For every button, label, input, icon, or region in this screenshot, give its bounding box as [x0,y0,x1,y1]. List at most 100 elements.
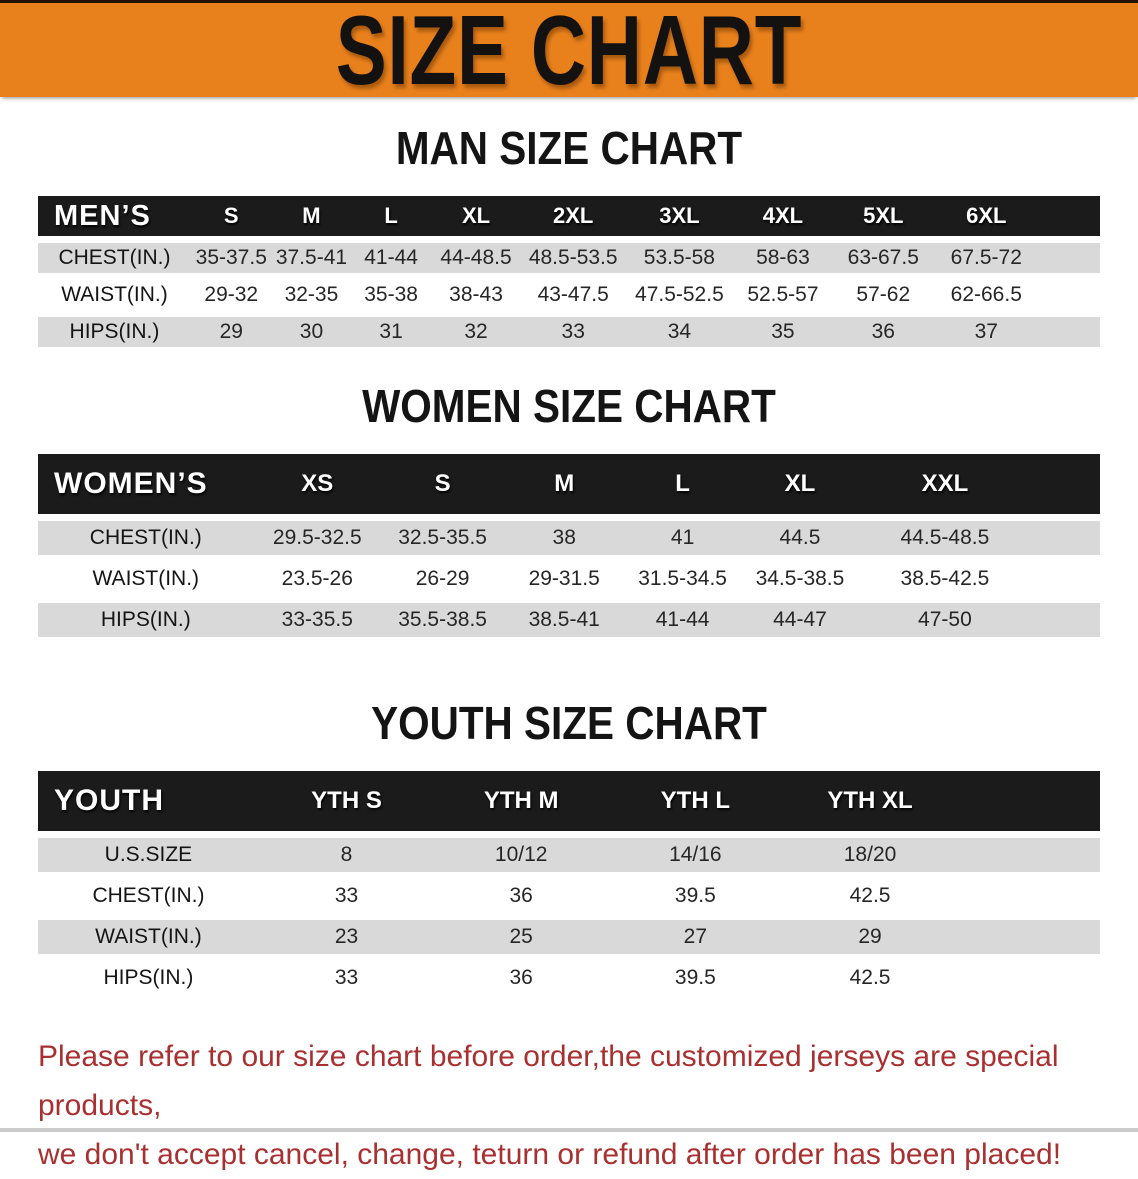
size-value: 35-37.5 [195,246,267,269]
row-label: CHEST(IN.) [89,526,202,549]
column-header: 2XL [521,196,626,236]
column-header: M [504,454,625,514]
size-value: 67.5-72 [950,246,1022,269]
row-label: CHEST(IN.) [58,246,171,269]
table-row: CHEST(IN.) 35-37.5 37.5-41 41-44 44-48.5 48.5… [38,243,1100,273]
size-value: 41 [670,526,695,549]
size-value: 63-67.5 [847,246,919,269]
table-row: HIPS(IN.) 33 36 39.5 42.5 [38,961,1100,995]
size-value: 25 [509,925,533,948]
size-value: 53.5-58 [643,246,715,269]
size-value: 38.5-41 [528,608,600,631]
size-value: 31.5-34.5 [638,567,727,590]
youth-size-table: YOUTH YTH S YTH M YTH L YTH XL U.S.SIZE 8 10/12… [38,764,1100,1002]
size-value: 38-43 [449,283,503,306]
size-value: 31 [379,320,403,343]
size-value: 36 [871,320,895,343]
table-row: CHEST(IN.) 33 36 39.5 42.5 [38,879,1100,913]
column-header: S [381,454,505,514]
size-chart-banner: SIZE CHART [0,0,1138,105]
row-spacer [1038,243,1100,273]
table-title-cell: MEN’S [38,196,191,236]
size-value: 41-44 [655,608,710,631]
row-label: U.S.SIZE [104,843,193,866]
size-value: 44.5-48.5 [900,526,990,549]
column-header: M [271,196,352,236]
size-value: 47.5-52.5 [635,283,724,306]
size-value: 35-38 [364,283,418,306]
disclaimer-line-2: we don't accept cancel, change, teturn o… [38,1138,1062,1171]
header-spacer [1030,454,1100,514]
table-header-row: WOMEN’S XS S M L XL XXL [38,454,1100,514]
row-label: WAIST(IN.) [95,925,202,948]
size-value: 34.5-38.5 [755,567,845,590]
size-value: 44-48.5 [440,246,512,269]
size-value: 33 [561,320,585,343]
man-size-heading: MAN SIZE CHART [395,122,743,174]
size-value: 30 [299,320,324,343]
row-label: HIPS(IN.) [103,966,194,989]
banner-title: SIZE CHART [335,0,803,105]
column-header: 3XL [625,196,734,236]
table-row: CHEST(IN.) 29.5-32.5 32.5-35.5 38 41 44.5 44.5… [38,521,1100,555]
size-value: 33 [334,884,359,907]
youth-size-section: YOUTH SIZE CHART YOUTH YTH S YTH M YTH L YTH… [0,700,1138,1002]
size-value: 32 [464,320,488,343]
size-value: 44.5 [779,526,821,549]
size-value: 23 [334,925,359,948]
column-header: YTH S [258,771,435,831]
size-value: 18/20 [843,843,897,866]
size-value: 27 [683,925,708,948]
size-value: 34 [667,320,692,343]
row-spacer [958,961,1100,995]
size-value: 14/16 [669,843,722,866]
row-spacer [1038,317,1100,347]
size-value: 42.5 [849,966,891,989]
column-header: 6XL [934,196,1039,236]
size-value: 26-29 [415,567,470,590]
table-title-cell: WOMEN’S [38,454,254,514]
size-chart-content: MAN SIZE CHART MEN’S S M L XL 2XL 3XL 4XL 5XL 6XL… [0,125,1138,1002]
row-spacer [1031,562,1100,596]
size-value: 42.5 [849,884,891,907]
column-header: XL [430,196,522,236]
youth-size-heading: YOUTH SIZE CHART [371,697,767,749]
size-value: 32-35 [284,283,339,306]
size-value: 10/12 [494,843,548,866]
men-size-table: MEN’S S M L XL 2XL 3XL 4XL 5XL 6XL CHEST(IN.) 35-37… [38,189,1100,354]
size-value: 37 [974,320,998,343]
row-label: HIPS(IN.) [69,320,160,343]
size-value: 48.5-53.5 [528,246,618,269]
size-value: 62-66.5 [950,283,1022,306]
column-header: YTH L [608,771,783,831]
size-value: 29-31.5 [528,567,600,590]
table-header-row: MEN’S S M L XL 2XL 3XL 4XL 5XL 6XL [38,196,1100,236]
size-value: 36 [509,966,533,989]
size-value: 44-47 [773,608,827,631]
size-value: 37.5-41 [275,246,348,269]
size-value: 38 [552,526,576,549]
row-spacer [1038,280,1100,310]
column-header: YTH M [434,771,609,831]
size-value: 52.5-57 [747,283,819,306]
women-size-table: WOMEN’S XS S M L XL XXL CHEST(IN.) 29.5-32.5 32.5… [38,447,1100,644]
table-row: U.S.SIZE 8 10/12 14/16 18/20 [38,838,1100,872]
size-value: 8 [340,843,353,866]
column-header: L [624,454,742,514]
size-value: 29.5-32.5 [272,526,362,549]
row-label: WAIST(IN.) [61,283,168,306]
size-value: 29 [858,925,882,948]
row-spacer [1031,603,1100,637]
column-header: XL [741,454,859,514]
women-size-section: WOMEN SIZE CHART WOMEN’S XS S M L XL XXL CHEST(… [0,383,1138,644]
size-value: 33-35.5 [281,608,353,631]
man-size-section: MAN SIZE CHART MEN’S S M L XL 2XL 3XL 4XL 5XL 6XL… [0,125,1138,354]
bottom-edge-line [0,1128,1138,1132]
row-label: WAIST(IN.) [92,567,200,590]
table-row: WAIST(IN.) 23 25 27 29 [38,920,1100,954]
size-value: 57-62 [856,283,911,306]
row-label: HIPS(IN.) [100,608,191,631]
table-header-row: YOUTH YTH S YTH M YTH L YTH XL [38,771,1100,831]
size-value: 29-32 [204,283,259,306]
table-row: WAIST(IN.) 23.5-26 26-29 29-31.5 31.5-34.5 34… [38,562,1100,596]
